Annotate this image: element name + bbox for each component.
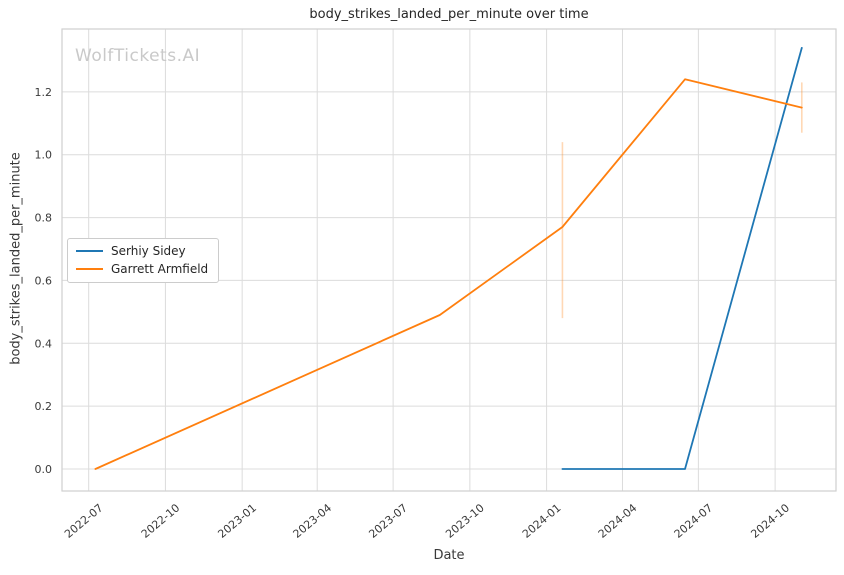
x-tick-label: 2023-07: [366, 501, 410, 541]
legend-item-serhiy-sidey: Serhiy Sidey: [76, 244, 208, 258]
y-tick-label: 0.4: [35, 337, 53, 350]
plot-border: [61, 28, 837, 492]
series-line-serhiy-sidey: [561, 47, 803, 470]
x-tick-label: 2024-10: [748, 501, 792, 541]
x-tick-label: 2024-04: [596, 501, 640, 541]
y-tick-label: 0.2: [35, 400, 53, 413]
x-tick-label: 2024-07: [672, 501, 716, 541]
y-tick-label: 1.0: [35, 149, 53, 162]
y-tick-label: 0.8: [35, 212, 53, 225]
watermark: WolfTickets.AI: [75, 46, 201, 66]
x-tick-label: 2022-10: [139, 501, 183, 541]
y-axis-label: body_strikes_landed_per_minute: [8, 152, 24, 365]
legend-swatch-blue-line: [76, 250, 103, 252]
chart-title: body_strikes_landed_per_minute over time: [309, 7, 589, 22]
x-axis-label: Date: [433, 548, 465, 563]
x-tick-label: 2023-10: [443, 501, 487, 541]
y-tick-label: 0.6: [35, 274, 53, 287]
series-line-garrett-armfield: [94, 78, 803, 470]
x-tick-label: 2023-01: [216, 501, 260, 541]
legend-label: Garrett Armfield: [111, 262, 209, 276]
x-tick-label: 2022-07: [62, 501, 106, 541]
y-tick-label: 1.2: [35, 86, 53, 99]
legend-label: Serhiy Sidey: [111, 244, 186, 258]
legend: Serhiy Sidey Garrett Armfield: [67, 238, 220, 283]
y-tick-label: 0.0: [35, 463, 53, 476]
x-tick-label: 2024-01: [520, 501, 564, 541]
legend-swatch-orange-line: [76, 268, 103, 270]
x-tick-label: 2023-04: [291, 501, 335, 541]
legend-item-garrett-armfield: Garrett Armfield: [76, 262, 208, 276]
